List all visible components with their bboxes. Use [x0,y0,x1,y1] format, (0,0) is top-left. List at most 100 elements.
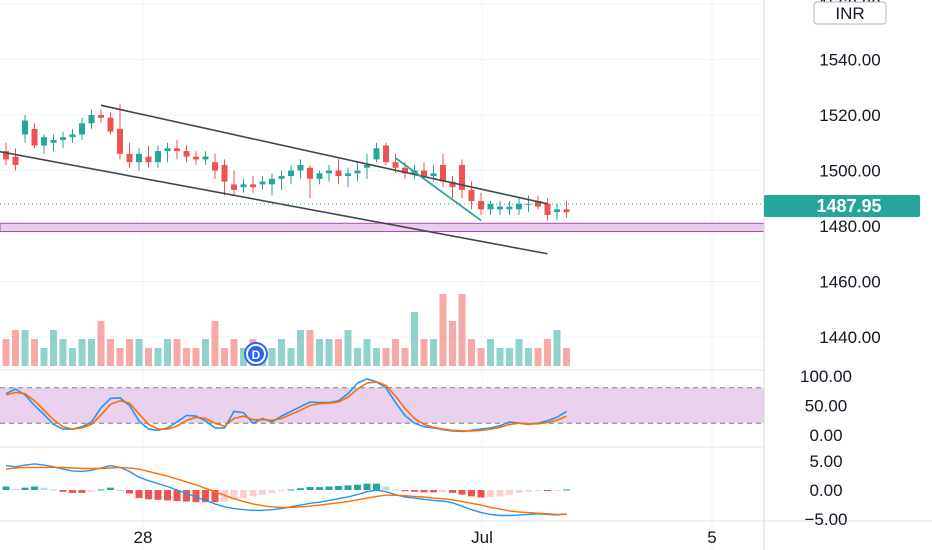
candlesticks [3,103,570,221]
candle-body [449,181,456,188]
candle-body [440,164,446,182]
volume-bar [145,348,152,366]
macd-pane [2,463,570,517]
price-tick-label: 1500.00 [819,162,880,181]
candle-body [231,184,237,190]
candle-body [60,137,66,140]
volume-bar [88,339,95,366]
macd-histogram-bar [297,488,304,490]
candle-body [12,156,19,165]
candle-body [383,145,389,163]
volume-bar [40,348,48,366]
macd-histogram-bar [439,490,447,493]
volume-bar [97,321,105,366]
macd-histogram-bar [183,490,190,502]
dividend-marker-dot [248,346,264,362]
dividend-marker-label: D [252,348,261,362]
macd-histogram-bar [249,490,257,497]
price-axis[interactable]: 1560.001540.001520.001500.001480.001460.… [134,0,881,547]
volume-bar [534,348,542,366]
macd-histogram-bar [306,487,314,490]
volume-bar [173,339,181,366]
channel-upper-line [100,104,548,205]
volume-bar [183,348,190,366]
candle-body [22,120,28,135]
macd-tick-label: −5.00 [804,510,847,529]
volume-bar [69,348,76,366]
candle-body [468,189,475,202]
volume-bar [306,330,314,366]
signal-line [5,466,567,516]
candle-body [563,209,570,213]
volume-bar [477,348,485,366]
candle-body [174,148,180,152]
volume-bar [221,348,228,366]
volume-bar [563,348,570,366]
volume-bar [392,339,399,366]
macd-histogram-bar [458,490,466,495]
candle-body [345,173,351,177]
price-tick-label: 1520.00 [819,106,880,125]
candle-body [183,151,190,157]
volume-bar [59,339,67,366]
candle-body [221,164,228,182]
macd-histogram-bar [135,490,143,499]
candle-body [402,167,408,174]
macd-histogram-bar [316,487,323,490]
candle-body [31,128,38,146]
currency-badge[interactable]: INR [813,1,887,25]
macd-histogram-bar [363,483,371,490]
rsi-band [0,387,764,424]
macd-histogram-bar [401,490,409,492]
time-tick-label: Jul [471,528,493,547]
macd-histogram-bar [40,487,48,490]
macd-histogram-bar [506,490,513,495]
volume-bar [211,321,219,366]
macd-histogram-bar [97,489,105,491]
candle-body [98,115,104,118]
time-tick-label: 28 [134,528,153,547]
drawings[interactable] [0,104,764,255]
candle-body [297,164,304,171]
time-tick-label: 5 [707,528,716,547]
candle-body [487,203,494,210]
macd-histogram-bar [515,490,523,493]
macd-histogram-bar [544,490,551,491]
volume-bar [420,339,428,366]
candle-body [307,167,313,179]
volume-bar [373,348,380,366]
current-price-label: 1487.95 [816,196,881,216]
volume-bar [544,339,551,366]
price-tick-label: 1480.00 [819,217,880,236]
volume-bar [344,330,352,366]
volume-bar [553,330,561,366]
macd-histogram-bar [373,483,380,490]
candle-body [430,173,437,177]
macd-histogram-bar [31,486,38,490]
volume-bar [297,330,304,366]
candle-body [3,151,9,160]
macd-histogram-bar [145,490,152,500]
volume-bar [449,321,456,366]
price-tick-label: 1460.00 [819,273,880,292]
candle-body [326,170,332,174]
volume-bar [230,339,238,366]
dividend-marker[interactable]: D [244,342,268,366]
macd-histogram-bar [78,490,86,493]
macd-histogram-bar [164,490,171,501]
candle-body [478,201,484,210]
candle-body [335,170,342,177]
current-price-tag: 1487.95 [764,195,920,217]
volume-bar [12,330,19,366]
candle-body [392,162,399,168]
macd-histogram-bar [468,490,475,497]
candle-body [155,151,161,163]
macd-histogram-bar [240,490,247,499]
candle-body [202,156,209,160]
macd-histogram-bar [202,490,209,503]
macd-histogram-bar [21,487,29,490]
macd-histogram-bar [69,490,76,493]
volume-bar [515,339,523,366]
